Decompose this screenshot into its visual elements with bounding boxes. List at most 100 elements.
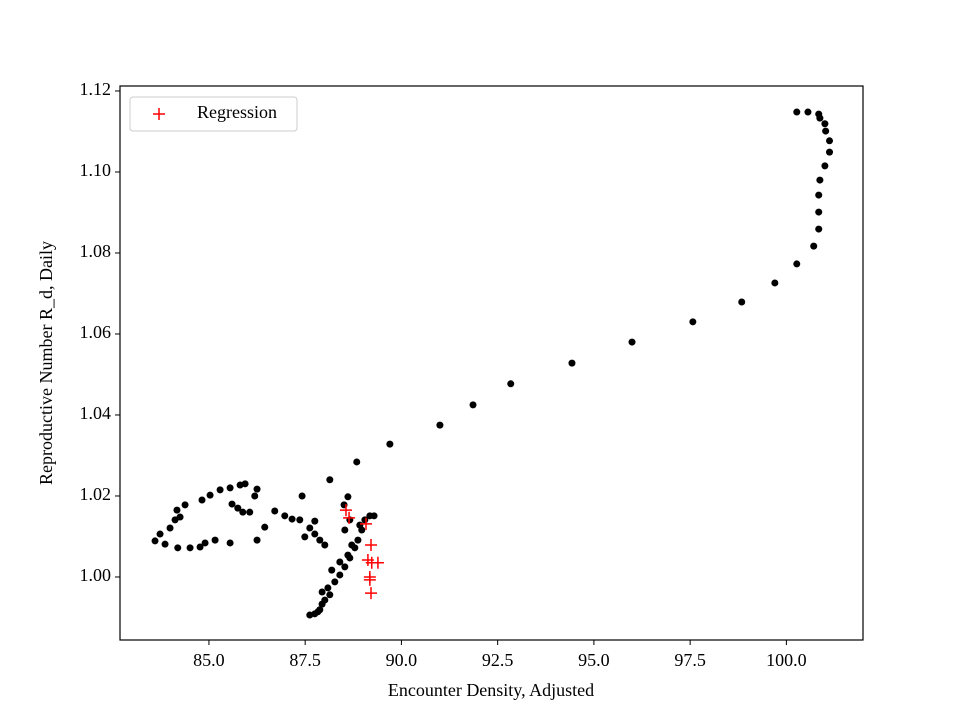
y-tick-label: 1.06: [80, 322, 112, 342]
dot-marker: [804, 108, 812, 116]
dot-marker: [328, 566, 336, 574]
y-tick-label: 1.00: [80, 565, 112, 585]
x-tick-label: 92.5: [482, 650, 514, 670]
dot-marker: [386, 440, 394, 448]
dot-marker: [507, 380, 515, 388]
dot-marker: [821, 162, 829, 170]
dot-marker: [826, 148, 834, 156]
dot-marker: [815, 191, 823, 199]
plus-marker: [339, 504, 352, 517]
dot-marker: [239, 508, 247, 516]
dot-marker: [331, 578, 339, 586]
dot-marker: [173, 506, 181, 514]
x-tick-label: 97.5: [674, 650, 706, 670]
plus-marker: [343, 511, 356, 524]
dot-marker: [341, 563, 349, 571]
legend-label: Regression: [197, 102, 277, 122]
plot-frame: [119, 85, 864, 641]
dot-marker: [174, 544, 182, 552]
dot-marker: [216, 486, 224, 494]
dot-marker: [181, 501, 189, 509]
x-tick-label: 95.0: [578, 650, 610, 670]
dot-marker: [321, 541, 329, 549]
dot-marker: [206, 491, 214, 499]
dot-marker: [311, 517, 319, 525]
dot-marker: [344, 551, 352, 559]
dot-marker: [793, 108, 801, 116]
dot-marker: [815, 208, 823, 216]
dot-marker: [288, 515, 296, 523]
dot-marker: [356, 521, 364, 529]
dot-marker: [816, 114, 824, 122]
plus-marker: [365, 538, 378, 551]
dot-marker: [246, 508, 254, 516]
dot-marker: [234, 504, 242, 512]
plus-marker: [363, 573, 376, 586]
legend-marker: [153, 108, 165, 120]
dot-marker: [186, 544, 194, 552]
y-tick-label: 1.10: [80, 160, 112, 180]
plus-marker: [365, 587, 378, 600]
dot-marker: [296, 516, 304, 524]
x-tick-label: 85.0: [193, 650, 225, 670]
dot-marker: [241, 480, 249, 488]
plus-marker: [359, 517, 372, 530]
dot-marker: [436, 421, 444, 429]
dot-marker: [201, 539, 209, 547]
y-axis-label: Reproductive Number R_d, Daily: [36, 241, 56, 485]
dot-marker: [341, 526, 349, 534]
dot-marker: [226, 539, 234, 547]
dot-marker: [306, 524, 314, 532]
dot-marker: [326, 476, 334, 484]
dot-marker: [353, 458, 361, 466]
legend-box: [129, 96, 298, 132]
dot-marker: [348, 541, 356, 549]
plus-marker: [371, 556, 384, 569]
dot-marker: [156, 530, 164, 538]
y-tick-label: 1.08: [80, 241, 112, 261]
dot-marker: [815, 225, 823, 233]
dot-marker: [771, 279, 779, 287]
dot-marker: [314, 608, 322, 616]
dot-marker: [166, 524, 174, 532]
dot-marker: [370, 512, 378, 520]
dot-marker: [336, 571, 344, 579]
dot-marker: [821, 120, 829, 128]
dot-marker: [354, 536, 362, 544]
x-tick-label: 90.0: [386, 650, 418, 670]
dot-marker: [211, 536, 219, 544]
dot-marker: [793, 260, 801, 268]
dot-marker: [261, 523, 269, 531]
dot-marker: [628, 338, 636, 346]
y-tick-label: 1.02: [80, 484, 112, 504]
dot-marker: [344, 493, 352, 501]
dot-marker: [271, 507, 279, 515]
dot-marker: [311, 530, 319, 538]
x-tick-label: 100.0: [766, 650, 807, 670]
dot-marker: [161, 540, 169, 548]
y-tick-label: 1.12: [80, 79, 112, 99]
dot-marker: [324, 584, 332, 592]
dot-marker: [336, 558, 344, 566]
dot-marker: [689, 318, 697, 326]
dot-marker: [469, 401, 477, 409]
dot-marker: [176, 513, 184, 521]
dot-marker: [198, 496, 206, 504]
dot-marker: [326, 591, 334, 599]
dot-marker: [816, 176, 824, 184]
dot-marker: [228, 500, 236, 508]
dot-marker: [251, 492, 259, 500]
dot-marker: [318, 588, 326, 596]
dot-marker: [826, 137, 834, 145]
dot-marker: [810, 242, 818, 250]
dot-marker: [316, 536, 324, 544]
x-axis-label: Encounter Density, Adjusted: [388, 680, 594, 700]
dot-marker: [253, 485, 261, 493]
dot-marker: [301, 533, 309, 541]
x-tick-label: 87.5: [289, 650, 321, 670]
dot-marker: [253, 536, 261, 544]
dot-marker: [822, 127, 830, 135]
dot-marker: [226, 484, 234, 492]
dot-marker: [321, 596, 329, 604]
